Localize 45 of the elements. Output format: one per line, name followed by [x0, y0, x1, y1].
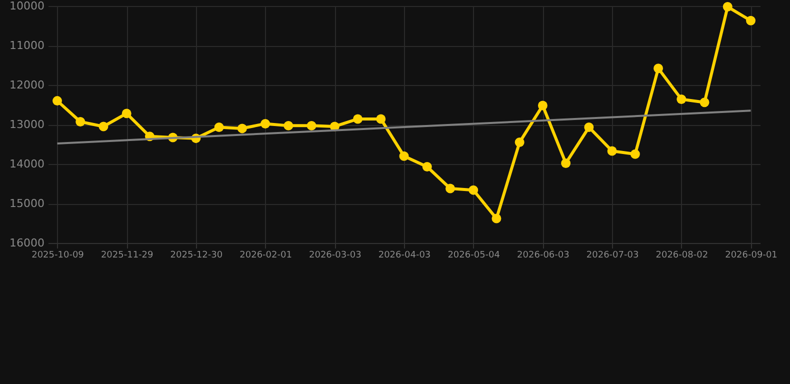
- point: [607, 146, 617, 156]
- point: [445, 184, 455, 194]
- point: [468, 185, 478, 195]
- point: [676, 94, 686, 104]
- point: [722, 2, 732, 12]
- point: [584, 122, 594, 132]
- x-tick-label: 2025-11-29: [100, 250, 154, 260]
- point: [700, 98, 710, 108]
- point: [492, 214, 502, 224]
- y-tick-label: 13000: [10, 118, 44, 131]
- y-tick-label: 10000: [10, 0, 44, 12]
- point: [237, 124, 247, 134]
- point: [353, 114, 363, 124]
- x-tick-label: 2026-04-03: [378, 250, 431, 260]
- y-tick-label: 12000: [10, 78, 44, 92]
- x-tick-label: 2026-03-03: [308, 250, 362, 260]
- y-tick-label: 14000: [10, 158, 44, 170]
- x-tick-label: 2026-07-03: [586, 250, 639, 260]
- point: [399, 151, 409, 161]
- point: [306, 120, 316, 130]
- point: [630, 149, 640, 159]
- y-tick-label: 11000: [10, 39, 44, 52]
- x-tick-label: 2026-08-02: [656, 250, 708, 260]
- point: [52, 96, 62, 106]
- y-tick-label: 16000: [10, 236, 44, 250]
- x-tick-label: 2026-06-03: [517, 250, 570, 260]
- point: [746, 16, 756, 26]
- point: [422, 162, 432, 172]
- point: [76, 117, 86, 126]
- x-tick-label: 2026-09-01: [725, 250, 778, 260]
- point: [561, 158, 571, 168]
- point: [260, 118, 270, 128]
- x-tick-label: 2025-12-30: [170, 250, 223, 260]
- x-tick-label: 2025-10-09: [32, 250, 84, 260]
- point: [122, 108, 132, 118]
- point: [538, 100, 548, 110]
- point: [376, 114, 386, 124]
- point: [514, 138, 524, 148]
- point: [214, 122, 224, 132]
- x-tick-label: 2026-02-01: [240, 250, 292, 260]
- point: [284, 120, 294, 130]
- point: [654, 64, 664, 74]
- x-tick-label: 2026-05-04: [448, 250, 500, 260]
- point: [98, 122, 108, 132]
- y-tick-label: 15000: [10, 197, 44, 210]
